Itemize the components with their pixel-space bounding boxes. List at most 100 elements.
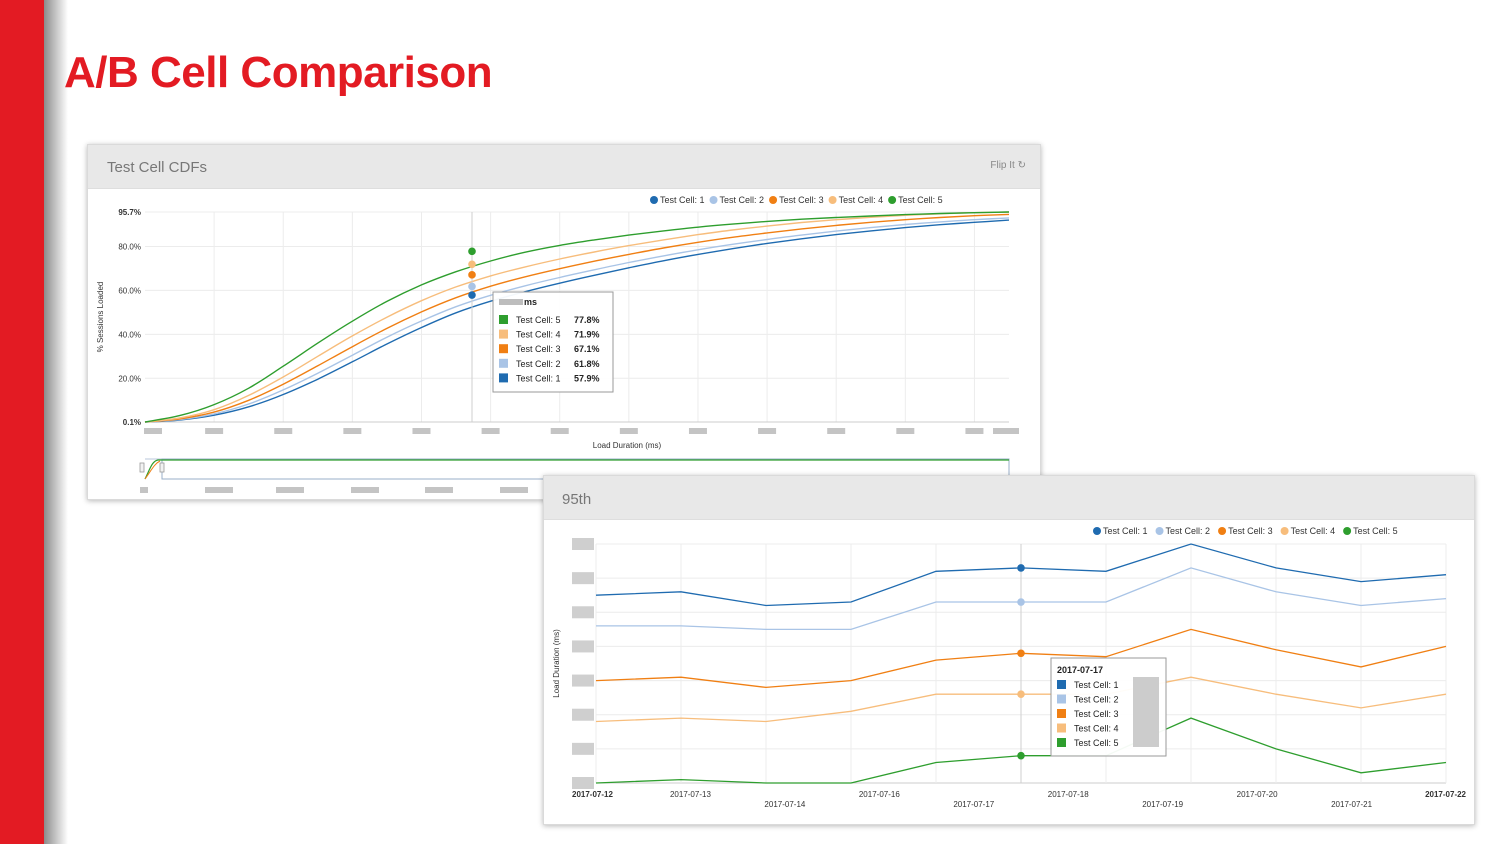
p95-x-tick-label: 2017-07-13 (670, 790, 711, 799)
p95-x-tick-label: 2017-07-18 (1048, 790, 1089, 799)
cdf-tooltip-swatch-1 (499, 315, 508, 324)
p95-legend-item-2: Test Cell: 2 (1166, 526, 1211, 536)
p95-panel: 95th Test Cell: 1 Test Cell: 2 Test Cell: … (543, 475, 1475, 825)
cdf-x-tick-redacted (274, 428, 293, 434)
p95-legend-item-4: Test Cell: 4 (1291, 526, 1336, 536)
cdf-tooltip-redacted-value (499, 299, 523, 305)
cdf-panel-header: Test Cell CDFs Flip It ↻ (88, 145, 1040, 189)
p95-y-tick-redacted (572, 640, 594, 653)
p95-x-tick-label: 2017-07-19 (1142, 800, 1183, 809)
cdf-series-line-1 (144, 219, 1010, 423)
cdf-x-tick-redacted (550, 428, 569, 434)
cdf-tooltip-value-3: 67.1% (574, 344, 600, 354)
cdf-y-tick-label: 0.1% (123, 418, 141, 427)
p95-tooltip-label-1: Test Cell: 1 (1074, 680, 1119, 690)
p95-y-tick-redacted (572, 572, 594, 585)
cdf-y-tick-label: 40.0% (118, 330, 141, 339)
cdf-x-tick-redacted (144, 428, 162, 434)
cdf-navigator-tick-redacted (351, 487, 379, 493)
cdf-legend-item-5: Test Cell: 5 (898, 195, 943, 205)
p95-panel-title: 95th (562, 491, 592, 508)
cdf-series-line-3 (144, 213, 1010, 423)
p95-hover-point-3 (1017, 649, 1025, 658)
cdf-tooltip-label-4: Test Cell: 2 (516, 359, 561, 369)
cdf-x-tick-redacted (965, 428, 984, 434)
cdf-legend-item-4: Test Cell: 4 (839, 195, 884, 205)
cdf-navigator-tick-redacted (276, 487, 304, 493)
cdf-tooltip-value-2: 71.9% (574, 330, 600, 340)
p95-y-tick-redacted (572, 674, 594, 687)
p95-hover-point-1 (1017, 564, 1025, 572)
cdf-hover-point-4 (468, 282, 476, 291)
p95-tooltip-swatch-5 (1057, 738, 1066, 747)
cdf-tooltip-label-5: Test Cell: 1 (516, 373, 561, 383)
cdf-x-tick-redacted (758, 428, 777, 434)
p95-legend-marker-3 (1218, 527, 1227, 535)
cdf-tooltip: ms Test Cell: 5 77.8% Test Cell: 4 71.9% Test… (492, 291, 614, 393)
cdf-y-tick-label: 60.0% (118, 286, 141, 295)
p95-tooltip-date: 2017-07-17 (1057, 665, 1103, 675)
cdf-legend-item-3: Test Cell: 3 (779, 195, 824, 205)
cdf-hover-point-5 (468, 291, 476, 299)
p95-y-tick-redacted (572, 708, 594, 721)
p95-tooltip-label-2: Test Cell: 2 (1074, 695, 1119, 705)
cdf-legend-marker-4 (828, 196, 837, 204)
p95-x-tick-label: 2017-07-17 (953, 800, 994, 809)
cdf-tooltip-value-5: 57.9% (574, 373, 600, 383)
p95-y-tick-redacted (572, 777, 594, 789)
p95-x-tick-label: 2017-07-20 (1237, 790, 1278, 799)
p95-x-tick-label: 2017-07-14 (764, 800, 805, 809)
p95-panel-header: 95th (544, 476, 1474, 520)
flip-label: Flip It (990, 160, 1015, 171)
cdf-legend-marker-2 (709, 196, 718, 204)
p95-legend-marker-5 (1343, 527, 1352, 535)
accent-sidebar (0, 0, 44, 844)
cdf-legend-marker-1 (650, 196, 658, 204)
slide-title: A/B Cell Comparison (64, 48, 493, 97)
p95-legend-marker-1 (1093, 527, 1101, 535)
cdf-tooltip-label-2: Test Cell: 4 (516, 330, 561, 340)
cdf-legend-item-2: Test Cell: 2 (720, 195, 765, 205)
p95-legend-item-5: Test Cell: 5 (1353, 526, 1398, 536)
cdf-tooltip-swatch-4 (499, 358, 508, 368)
p95-x-tick-label: 2017-07-22 (1425, 790, 1466, 799)
cdf-tooltip-label-3: Test Cell: 3 (516, 344, 561, 354)
p95-chart: Test Cell: 1 Test Cell: 2 Test Cell: 3 Test… (552, 526, 1467, 809)
cdf-tooltip-swatch-3 (499, 344, 508, 354)
cdf-navigator-right-handle[interactable] (159, 462, 165, 473)
cdf-navigator-left-handle[interactable] (139, 462, 145, 473)
cdf-tooltip-unit: ms (524, 297, 537, 307)
p95-tooltip-swatch-4 (1057, 723, 1066, 733)
cdf-x-tick-redacted (827, 428, 846, 434)
p95-legend-item-3: Test Cell: 3 (1228, 526, 1273, 536)
p95-hover-point-2 (1017, 598, 1025, 606)
cdf-legend-marker-3 (769, 196, 778, 204)
sidebar-shadow (44, 0, 68, 844)
cdf-x-tick-redacted (896, 428, 915, 434)
p95-y-tick-redacted (572, 742, 594, 755)
cdf-x-tick-redacted (993, 428, 1019, 434)
cdf-navigator-series (144, 459, 1009, 480)
cdf-y-tick-label: 80.0% (118, 242, 141, 251)
p95-x-tick-label: 2017-07-12 (572, 790, 613, 799)
p95-tooltip-label-3: Test Cell: 3 (1074, 709, 1119, 719)
p95-legend-marker-4 (1280, 527, 1289, 535)
flip-button[interactable]: Flip It ↻ (990, 160, 1026, 171)
cdf-series-line-2 (144, 217, 1010, 423)
cdf-x-tick-redacted (619, 428, 638, 434)
cdf-navigator-tick-redacted (425, 487, 453, 493)
p95-y-tick-redacted (572, 538, 594, 550)
p95-tooltip-swatch-1 (1057, 680, 1066, 689)
cdf-x-tick-redacted (343, 428, 362, 434)
p95-x-tick-label: 2017-07-16 (859, 790, 900, 799)
cdf-navigator-series (144, 460, 161, 480)
cdf-tooltip-box (492, 291, 614, 393)
cdf-hover-point-2 (468, 260, 476, 269)
cdf-y-tick-label: 95.7% (118, 208, 141, 217)
cdf-y-axis-title: % Sessions Loaded (96, 282, 105, 353)
cdf-x-axis-title: Load Duration (ms) (593, 441, 662, 450)
cdf-tooltip-swatch-5 (499, 373, 508, 383)
cdf-series-line-4 (144, 211, 1010, 423)
cdf-navigator-tick-redacted (205, 487, 233, 493)
p95-x-tick-label: 2017-07-21 (1331, 800, 1372, 809)
